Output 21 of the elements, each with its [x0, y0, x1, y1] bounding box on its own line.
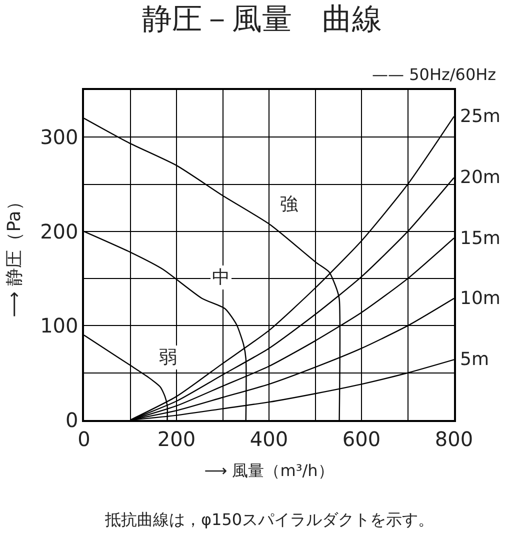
y-tick-label: 300 [40, 125, 78, 150]
series-label: 5m [460, 349, 489, 370]
x-tick-label: 400 [250, 426, 288, 451]
x-tick-label: 600 [342, 426, 381, 451]
y-tick-label: 200 [40, 219, 78, 244]
x-axis-title: ⟶ 風量（m³/h） [204, 460, 334, 480]
text: 抵抗曲線は，φ150スパイラルダクトを示す。 [104, 510, 434, 529]
series-label: 10m [460, 288, 500, 309]
chart-subtitle: —— 50Hz/60Hz [372, 65, 496, 84]
series-label: 20m [460, 167, 500, 188]
y-tick-label: 100 [40, 314, 78, 338]
y-axis-title: ⟶ 静圧（Pa） [4, 192, 25, 318]
x-tick-label: 800 [434, 426, 474, 451]
y-tick-label: 0 [66, 408, 78, 432]
series-label: 強 [280, 194, 298, 215]
x-tick-label: 200 [157, 426, 196, 451]
series-label: 15m [460, 228, 500, 249]
series-label: 弱 [159, 347, 177, 368]
series-label: 中 [212, 267, 230, 288]
chart-title: 静圧－風量 曲線 [142, 2, 382, 38]
series-label: 25m [460, 106, 500, 127]
